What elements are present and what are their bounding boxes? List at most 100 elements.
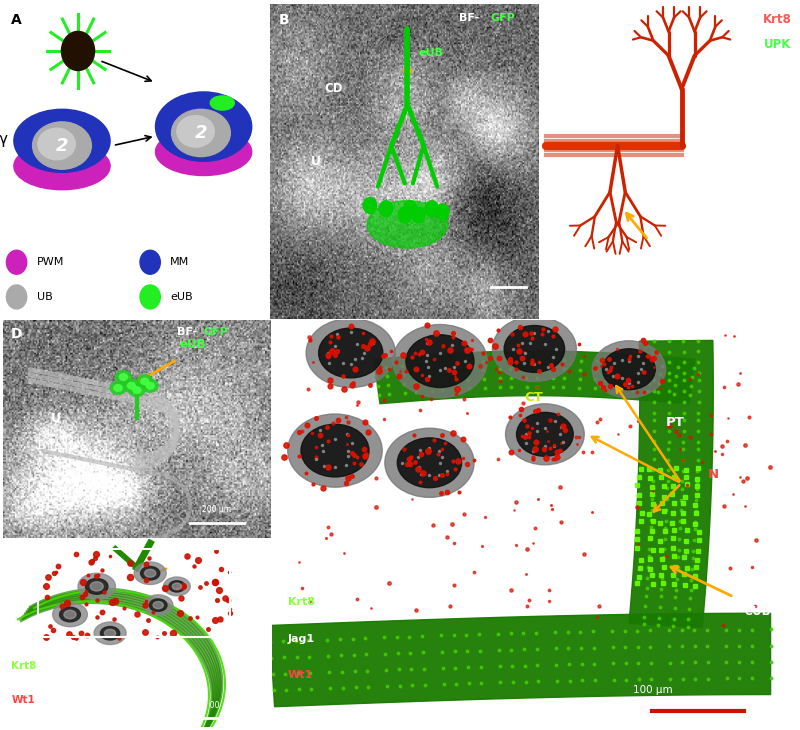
Circle shape (306, 318, 395, 388)
Circle shape (425, 201, 438, 217)
Circle shape (143, 595, 173, 615)
Ellipse shape (171, 110, 230, 157)
Ellipse shape (155, 92, 252, 161)
Text: CD: CD (324, 82, 342, 96)
Circle shape (115, 371, 131, 383)
Circle shape (101, 626, 120, 640)
Text: E': E' (288, 333, 302, 347)
Circle shape (110, 381, 126, 394)
Ellipse shape (367, 201, 448, 248)
Circle shape (90, 582, 103, 591)
Polygon shape (270, 613, 770, 707)
Circle shape (318, 328, 383, 378)
Text: A: A (11, 13, 22, 27)
Circle shape (406, 335, 474, 388)
Ellipse shape (33, 122, 91, 169)
Circle shape (398, 207, 411, 223)
Circle shape (393, 325, 487, 398)
Circle shape (288, 414, 382, 487)
Circle shape (150, 599, 167, 611)
Circle shape (163, 577, 190, 596)
Text: CT: CT (524, 391, 542, 404)
Circle shape (602, 349, 655, 390)
Circle shape (62, 31, 94, 71)
Circle shape (137, 375, 153, 388)
Circle shape (301, 424, 369, 477)
Circle shape (127, 383, 135, 389)
Text: UB: UB (37, 292, 52, 302)
Text: Krt8: Krt8 (763, 13, 792, 26)
Ellipse shape (14, 110, 110, 172)
Text: eUB: eUB (171, 552, 195, 562)
Text: PT: PT (666, 415, 685, 429)
Circle shape (379, 201, 393, 217)
Bar (38, 549, 230, 637)
Circle shape (140, 250, 160, 274)
Circle shape (86, 578, 108, 594)
Circle shape (436, 204, 449, 220)
Circle shape (592, 341, 666, 398)
Circle shape (146, 383, 154, 389)
Text: PWM: PWM (37, 257, 64, 267)
Text: γ: γ (0, 131, 8, 147)
Circle shape (411, 207, 425, 223)
Text: N: N (707, 469, 718, 482)
Circle shape (114, 385, 122, 391)
Text: Wt1: Wt1 (11, 695, 35, 705)
Circle shape (119, 374, 127, 380)
Circle shape (53, 602, 87, 627)
Text: 2: 2 (194, 124, 207, 142)
Circle shape (142, 379, 158, 392)
Circle shape (504, 326, 565, 372)
Text: 2: 2 (56, 137, 68, 155)
Text: B: B (278, 13, 289, 27)
Circle shape (123, 379, 139, 392)
Text: D: D (11, 327, 22, 341)
Text: eUB: eUB (179, 338, 206, 351)
Circle shape (141, 566, 160, 580)
Text: GFP: GFP (204, 327, 228, 337)
Text: E: E (11, 545, 21, 559)
Circle shape (398, 438, 462, 488)
Ellipse shape (38, 128, 75, 160)
Circle shape (105, 629, 116, 637)
Ellipse shape (210, 96, 234, 110)
Circle shape (6, 285, 26, 309)
Polygon shape (629, 340, 714, 628)
Text: BF-: BF- (177, 327, 197, 337)
Circle shape (506, 404, 584, 465)
Text: eUB: eUB (744, 605, 771, 618)
Circle shape (153, 602, 163, 609)
Text: Wt1: Wt1 (288, 670, 313, 680)
Circle shape (94, 622, 126, 645)
Circle shape (403, 201, 417, 217)
Text: UPK: UPK (764, 39, 792, 51)
Text: MM: MM (170, 257, 190, 267)
Circle shape (145, 569, 156, 577)
Circle shape (64, 610, 76, 619)
Circle shape (129, 383, 145, 396)
Circle shape (6, 250, 26, 274)
Circle shape (493, 316, 576, 382)
Text: C: C (549, 13, 558, 27)
Text: eUB: eUB (170, 292, 193, 302)
Text: U: U (310, 155, 321, 168)
Text: Jag1: Jag1 (11, 678, 37, 688)
Circle shape (140, 285, 160, 309)
Ellipse shape (177, 115, 214, 147)
Text: GFP: GFP (491, 13, 515, 23)
Ellipse shape (155, 128, 252, 175)
Text: eUB: eUB (418, 47, 443, 58)
Text: U: U (51, 412, 62, 425)
Circle shape (363, 198, 377, 213)
Text: 200 μm: 200 μm (202, 505, 231, 514)
Circle shape (172, 583, 182, 590)
Text: BF-: BF- (458, 13, 478, 23)
Circle shape (141, 378, 149, 385)
Text: Jag1: Jag1 (288, 634, 315, 644)
Circle shape (169, 581, 185, 592)
Ellipse shape (14, 142, 110, 190)
Circle shape (78, 573, 115, 599)
Text: 100 μm: 100 μm (205, 702, 234, 710)
Circle shape (385, 429, 474, 497)
